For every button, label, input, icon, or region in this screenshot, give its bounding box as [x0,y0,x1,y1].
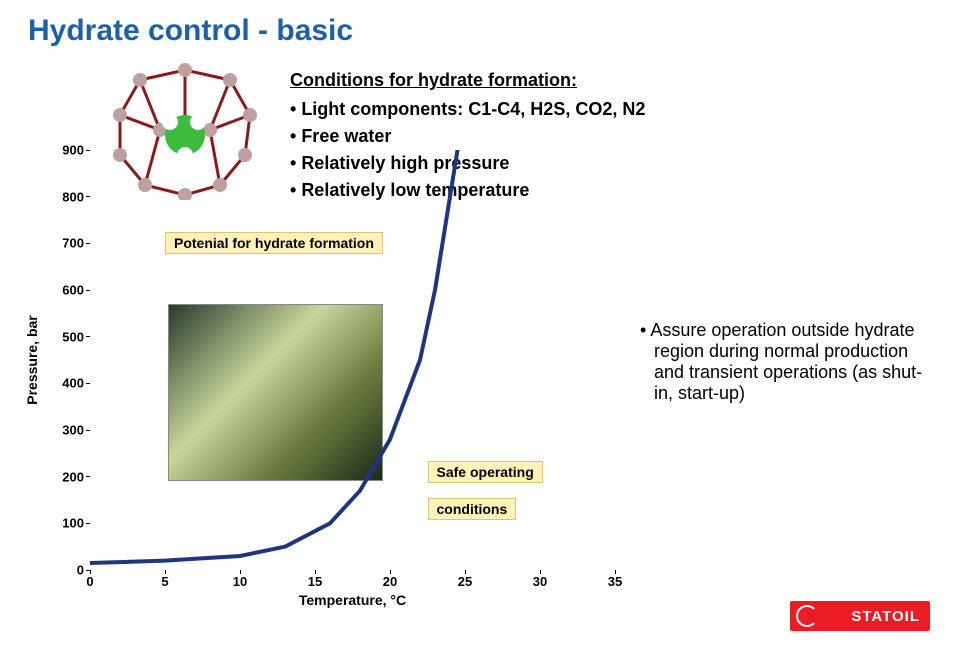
right-bullet-item: Assure operation outside hydrate region … [654,320,940,404]
right-bullet-block: Assure operation outside hydrate region … [640,320,940,404]
label-safe-operating: Safe operating [428,461,543,483]
hydrate-curve [90,150,615,570]
conditions-heading: Conditions for hydrate formation: [290,70,720,91]
hydrate-chart: 0100200300400500600700800900051015202530… [90,150,615,570]
statoil-logo-text: STATOIL [851,608,920,625]
page-title: Hydrate control - basic [28,14,353,48]
statoil-swirl-icon [796,605,818,627]
methane-hydrate-molecule-icon [100,60,270,200]
conditions-item: Free water [290,126,720,147]
conditions-item: Light components: C1-C4, H2S, CO2, N2 [290,99,720,120]
y-axis-label: Pressure, bar [24,315,40,405]
label-safe-conditions: conditions [428,498,517,520]
x-axis-label: Temperature, °C [299,592,406,608]
statoil-logo: STATOIL [790,601,930,631]
label-potential-hydrate: Potenial for hydrate formation [165,232,383,254]
